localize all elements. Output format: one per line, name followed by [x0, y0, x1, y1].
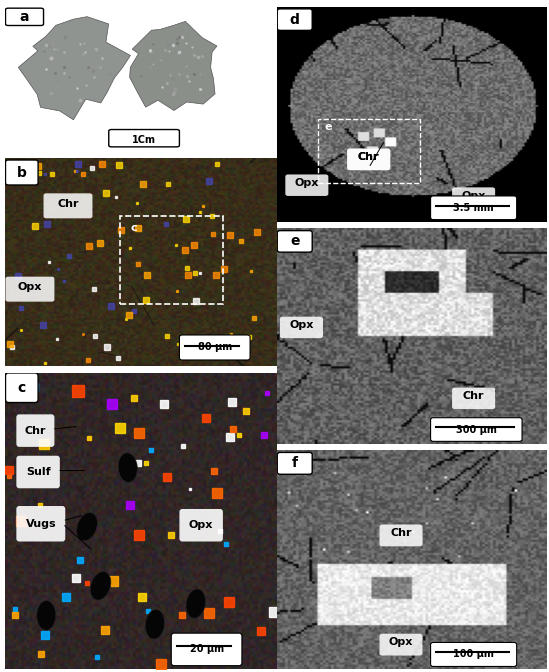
- FancyBboxPatch shape: [430, 642, 517, 667]
- Text: b: b: [17, 165, 27, 179]
- Text: Opx: Opx: [295, 178, 319, 188]
- Text: Opx: Opx: [289, 321, 313, 330]
- FancyBboxPatch shape: [347, 149, 390, 170]
- Ellipse shape: [186, 589, 205, 618]
- FancyBboxPatch shape: [280, 317, 323, 338]
- FancyBboxPatch shape: [16, 415, 54, 447]
- Text: d: d: [290, 13, 300, 27]
- FancyBboxPatch shape: [180, 509, 223, 542]
- Text: Opx: Opx: [18, 282, 42, 292]
- Text: Opx: Opx: [462, 191, 486, 201]
- Polygon shape: [130, 22, 217, 110]
- Text: Chr: Chr: [25, 425, 46, 435]
- Text: Chr: Chr: [358, 153, 379, 162]
- Text: 1Cm: 1Cm: [132, 134, 156, 144]
- Text: f: f: [292, 456, 298, 470]
- FancyBboxPatch shape: [16, 456, 60, 489]
- Polygon shape: [18, 17, 131, 120]
- FancyBboxPatch shape: [277, 230, 312, 252]
- Bar: [317, 118, 420, 183]
- FancyBboxPatch shape: [171, 633, 242, 666]
- FancyBboxPatch shape: [347, 149, 390, 170]
- Text: 20 μm: 20 μm: [189, 644, 223, 655]
- Ellipse shape: [77, 513, 97, 541]
- FancyBboxPatch shape: [5, 8, 43, 26]
- FancyBboxPatch shape: [379, 634, 423, 656]
- Text: Chr: Chr: [57, 199, 79, 209]
- Ellipse shape: [91, 572, 111, 600]
- Text: Chr: Chr: [390, 528, 412, 538]
- Text: e: e: [290, 235, 300, 249]
- Text: 3.5 mm: 3.5 mm: [453, 203, 494, 213]
- Bar: [120, 216, 223, 304]
- FancyBboxPatch shape: [277, 9, 312, 30]
- FancyBboxPatch shape: [5, 373, 38, 403]
- Text: c: c: [18, 381, 26, 394]
- FancyBboxPatch shape: [5, 160, 38, 185]
- Text: a: a: [20, 10, 29, 24]
- Text: 80 μm: 80 μm: [198, 343, 232, 353]
- FancyBboxPatch shape: [430, 418, 522, 442]
- FancyBboxPatch shape: [16, 506, 65, 542]
- Text: Opx: Opx: [189, 520, 214, 530]
- Text: Chr: Chr: [358, 153, 379, 162]
- Text: 300 μm: 300 μm: [456, 425, 497, 435]
- Text: Sulf: Sulf: [26, 467, 51, 477]
- Ellipse shape: [145, 610, 165, 639]
- FancyBboxPatch shape: [109, 130, 180, 147]
- Text: Chr: Chr: [463, 391, 484, 401]
- FancyBboxPatch shape: [180, 335, 250, 360]
- FancyBboxPatch shape: [43, 194, 92, 218]
- FancyBboxPatch shape: [452, 388, 495, 409]
- Ellipse shape: [37, 601, 56, 630]
- Text: e: e: [324, 122, 332, 132]
- FancyBboxPatch shape: [452, 187, 495, 209]
- FancyBboxPatch shape: [5, 277, 54, 302]
- FancyBboxPatch shape: [430, 196, 517, 220]
- Text: c: c: [131, 223, 137, 233]
- FancyBboxPatch shape: [379, 524, 423, 546]
- Text: Vugs: Vugs: [25, 519, 56, 529]
- FancyBboxPatch shape: [285, 175, 328, 196]
- FancyBboxPatch shape: [277, 452, 312, 474]
- Text: Opx: Opx: [389, 638, 413, 647]
- Ellipse shape: [118, 453, 137, 482]
- Text: 100 μm: 100 μm: [453, 649, 494, 659]
